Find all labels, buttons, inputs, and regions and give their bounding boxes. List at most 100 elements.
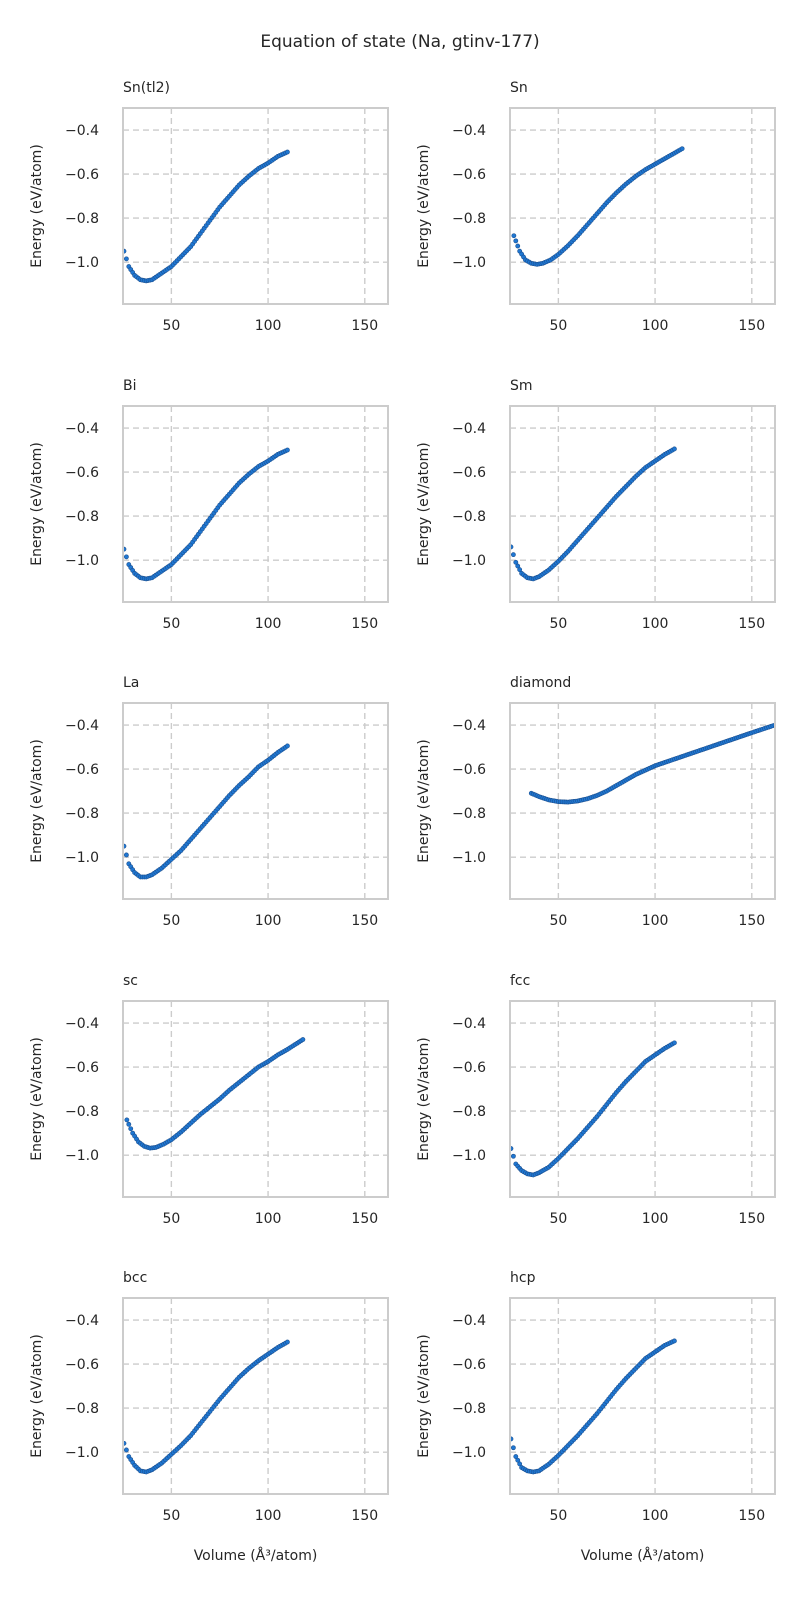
- axes-frame: [509, 405, 776, 603]
- x-tick-label: 100: [255, 318, 282, 334]
- scatter-series: [510, 1040, 677, 1178]
- subplot-title: Sn: [510, 80, 528, 96]
- x-tick-label: 50: [162, 1211, 180, 1227]
- y-tick-label: −0.8: [65, 211, 99, 227]
- x-tick-label: 100: [642, 616, 669, 632]
- y-tick-label: −1.0: [65, 1148, 99, 1164]
- x-tick-label: 50: [162, 1508, 180, 1524]
- y-tick-label: −0.6: [65, 167, 99, 183]
- scatter-series: [528, 722, 775, 805]
- x-tick-label: 100: [642, 1211, 669, 1227]
- y-tick-label: −0.4: [452, 421, 486, 437]
- x-axis-label: Volume (Å³/atom): [194, 1547, 318, 1564]
- y-tick-label: −0.8: [65, 806, 99, 822]
- x-tick-label: 50: [549, 616, 567, 632]
- x-axis-label: Volume (Å³/atom): [581, 1547, 705, 1564]
- subplot-title: sc: [123, 973, 138, 989]
- x-tick-label: 50: [162, 616, 180, 632]
- x-tick-label: 100: [255, 913, 282, 929]
- subplot-bcc: bcc 50 100 150 −0.4 −0.6 −0.8 −1.0 Energy (eV/at…: [29, 1270, 389, 1564]
- y-tick-label: −0.6: [452, 1357, 486, 1373]
- data-point: [285, 447, 290, 453]
- subplot-diamond: diamond 50 100 150 −0.4 −0.6 −0.8 −1.0 Energy (e…: [416, 675, 776, 929]
- data-point: [511, 233, 517, 239]
- x-tick-label: 50: [162, 318, 180, 334]
- subplot-title: Sm: [510, 378, 533, 394]
- y-axis-label: Energy (eV/atom): [416, 442, 432, 566]
- data-point: [510, 1445, 516, 1451]
- axes-frame: [509, 107, 776, 305]
- scatter-series: [510, 1338, 677, 1475]
- y-tick-label: −0.6: [452, 762, 486, 778]
- x-tick-label: 50: [549, 913, 567, 929]
- x-tick-label: 150: [351, 318, 378, 334]
- x-tick-label: 50: [549, 1508, 567, 1524]
- axes-frame: [122, 702, 389, 900]
- y-axis-label: Energy (eV/atom): [29, 1037, 45, 1161]
- axes-frame: [122, 107, 389, 305]
- scatter-series: [123, 743, 290, 880]
- y-axis-label: Energy (eV/atom): [29, 739, 45, 863]
- y-tick-label: −0.4: [65, 123, 99, 139]
- data-point: [515, 1457, 521, 1463]
- y-tick-label: −0.6: [452, 1060, 486, 1076]
- data-point: [513, 1454, 519, 1459]
- data-point: [123, 554, 129, 560]
- data-point: [285, 1339, 290, 1345]
- data-point: [126, 1121, 132, 1127]
- y-tick-label: −0.4: [452, 123, 486, 139]
- axes-frame: [509, 1000, 776, 1198]
- subplot-bi: Bi 50 100 150 −0.4 −0.6 −0.8 −1.0 Energy (eV/ato…: [29, 378, 389, 632]
- subplot-title: Sn(tl2): [123, 80, 170, 96]
- data-point: [513, 559, 519, 565]
- data-point: [672, 1338, 677, 1344]
- axes-frame: [122, 1297, 389, 1495]
- data-point: [513, 238, 519, 244]
- data-point: [128, 1126, 134, 1132]
- y-tick-label: −0.8: [452, 1104, 486, 1120]
- data-point: [510, 552, 516, 558]
- data-point: [123, 256, 129, 262]
- y-tick-label: −0.4: [452, 1016, 486, 1032]
- subplot-title: Bi: [123, 378, 137, 394]
- x-tick-label: 150: [351, 1508, 378, 1524]
- scatter-series: [123, 149, 290, 284]
- y-axis-label: Energy (eV/atom): [29, 442, 45, 566]
- y-axis-label: Energy (eV/atom): [416, 1334, 432, 1458]
- y-axis-label: Energy (eV/atom): [29, 1334, 45, 1458]
- data-point: [285, 149, 290, 155]
- subplot-title: fcc: [510, 973, 530, 989]
- subplot-sn: Sn 50 100 150 −0.4 −0.6 −0.8 −1.0 Energy (eV/ato…: [416, 80, 776, 334]
- y-tick-label: −0.8: [452, 1401, 486, 1417]
- x-tick-label: 50: [549, 318, 567, 334]
- y-tick-label: −0.6: [65, 1060, 99, 1076]
- y-tick-label: −0.8: [65, 509, 99, 525]
- y-axis-label: Energy (eV/atom): [416, 739, 432, 863]
- y-tick-label: −0.6: [65, 465, 99, 481]
- axes-frame: [122, 405, 389, 603]
- y-tick-label: −0.4: [452, 1313, 486, 1329]
- data-point: [672, 446, 677, 452]
- data-point: [123, 1447, 129, 1453]
- subplot-sm: Sm 50 100 150 −0.4 −0.6 −0.8 −1.0 Energy (eV/ato…: [416, 378, 776, 632]
- x-tick-label: 150: [351, 616, 378, 632]
- x-tick-label: 150: [351, 1211, 378, 1227]
- x-tick-label: 50: [162, 913, 180, 929]
- x-tick-label: 150: [738, 1508, 765, 1524]
- subplot-title: hcp: [510, 1270, 536, 1286]
- axes-frame: [509, 1297, 776, 1495]
- x-tick-label: 100: [642, 318, 669, 334]
- axes-frame: [509, 702, 776, 900]
- y-tick-label: −0.4: [65, 718, 99, 734]
- y-tick-label: −1.0: [452, 553, 486, 569]
- scatter-series: [511, 146, 685, 267]
- data-point: [517, 1461, 523, 1467]
- subplot-hcp: hcp 50 100 150 −0.4 −0.6 −0.8 −1.0 Energy (eV/at…: [416, 1270, 776, 1564]
- axes-frame: [122, 1000, 389, 1198]
- y-axis-label: Energy (eV/atom): [416, 1037, 432, 1161]
- y-tick-label: −0.8: [452, 806, 486, 822]
- y-tick-label: −1.0: [452, 1445, 486, 1461]
- data-point: [124, 1117, 130, 1123]
- x-tick-label: 150: [351, 913, 378, 929]
